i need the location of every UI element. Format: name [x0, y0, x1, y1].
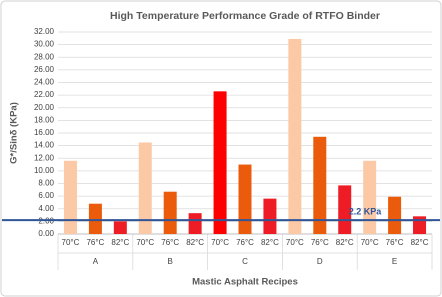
x-tick-label: 70°C — [136, 238, 154, 247]
y-tick-label: 0.00 — [38, 229, 54, 238]
bar — [238, 164, 252, 234]
bar — [263, 198, 277, 234]
y-axis-label: G*/Sinδ (KPa) — [9, 102, 20, 164]
group-label: A — [93, 257, 99, 266]
x-tick-label: 70°C — [361, 238, 379, 247]
x-tick-label: 70°C — [62, 238, 80, 247]
group-label: D — [317, 257, 323, 266]
x-tick-label: 76°C — [311, 238, 329, 247]
reference-label: 2.2 KPa — [349, 206, 383, 216]
y-tick-label: 6.00 — [38, 191, 54, 200]
y-tick-label: 22.00 — [34, 90, 55, 99]
y-tick-label: 18.00 — [34, 115, 55, 124]
bar — [363, 160, 377, 234]
y-tick-label: 10.00 — [34, 166, 55, 175]
bar — [338, 185, 352, 234]
x-axis-label: Mastic Asphalt Recipes — [192, 277, 298, 288]
group-label: C — [242, 257, 248, 266]
y-tick-label: 20.00 — [34, 103, 55, 112]
y-tick-label: 14.00 — [34, 141, 55, 150]
bar — [188, 213, 202, 234]
bar — [113, 221, 127, 234]
y-tick-label: 26.00 — [34, 65, 55, 74]
bar — [388, 196, 402, 234]
bar — [288, 38, 302, 234]
x-tick-label: 76°C — [236, 238, 254, 247]
y-tick-label: 28.00 — [34, 52, 55, 61]
y-tick-label: 16.00 — [34, 128, 55, 137]
x-tick-label: 82°C — [186, 238, 204, 247]
x-tick-label: 82°C — [261, 238, 279, 247]
chart-title: High Temperature Performance Grade of RT… — [110, 10, 380, 22]
y-tick-label: 24.00 — [34, 78, 55, 87]
x-tick-label: 82°C — [111, 238, 129, 247]
bar — [313, 136, 327, 234]
y-tick-label: 4.00 — [38, 204, 54, 213]
bar — [213, 91, 227, 235]
bar — [163, 191, 177, 234]
y-tick-label: 12.00 — [34, 153, 55, 162]
group-label: E — [392, 257, 397, 266]
x-tick-label: 82°C — [411, 238, 429, 247]
y-tick-label: 8.00 — [38, 179, 54, 188]
bar — [63, 160, 77, 234]
x-tick-label: 70°C — [286, 238, 304, 247]
y-tick-label: 32.00 — [34, 27, 55, 36]
x-tick-label: 70°C — [211, 238, 229, 247]
group-label: B — [168, 257, 173, 266]
x-tick-label: 76°C — [386, 238, 404, 247]
bar — [413, 216, 427, 234]
bar — [88, 203, 102, 234]
x-tick-label: 76°C — [161, 238, 179, 247]
y-tick-label: 30.00 — [34, 40, 55, 49]
bar — [138, 142, 152, 234]
x-tick-label: 82°C — [336, 238, 354, 247]
x-tick-label: 76°C — [86, 238, 104, 247]
